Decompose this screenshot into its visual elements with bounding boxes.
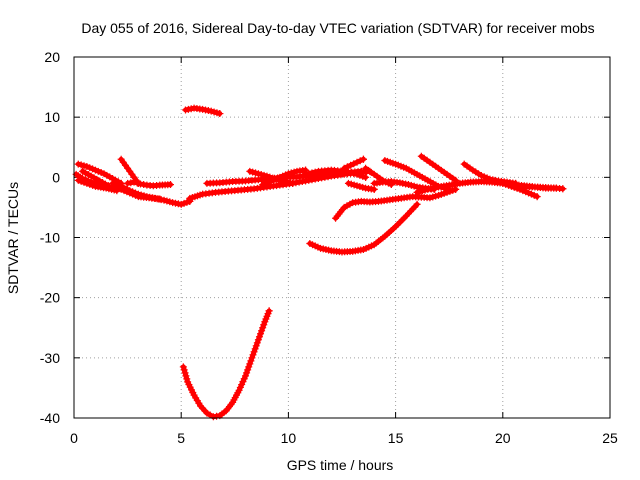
data-point: [255, 333, 263, 341]
y-tick-label: 20: [44, 49, 60, 65]
data-point: [181, 369, 189, 377]
data-point: [243, 369, 251, 377]
data-point: [359, 155, 367, 163]
data-point: [311, 168, 319, 176]
data-point: [258, 327, 266, 335]
data-point: [362, 173, 370, 181]
data-point: [216, 110, 224, 118]
y-tick-label: 10: [44, 109, 60, 125]
series-arc-12: [259, 166, 310, 189]
data-point: [156, 195, 164, 203]
data-point: [370, 185, 378, 193]
grid-lines: [74, 57, 610, 418]
data-point: [356, 157, 364, 165]
data-point: [133, 179, 141, 187]
data-point: [127, 179, 135, 187]
data-point: [298, 178, 306, 186]
data-point: [242, 372, 250, 380]
data-point: [353, 158, 361, 166]
y-tick-label: -10: [40, 230, 60, 246]
y-tick-labels: -40 -30 -20 -10 0 10 20: [40, 49, 60, 426]
data-point: [130, 178, 138, 186]
x-tick-label: 10: [281, 430, 297, 446]
data-point: [302, 170, 310, 178]
data-point: [104, 182, 112, 190]
data-point: [244, 366, 252, 374]
data-point: [295, 178, 303, 186]
chart-title: Day 055 of 2016, Sidereal Day-to-day VTE…: [81, 20, 594, 36]
data-point: [343, 163, 351, 171]
data-point: [136, 180, 144, 188]
data-point: [183, 375, 191, 383]
series-arc-14: [340, 155, 367, 172]
data-point: [265, 307, 273, 315]
y-tick-label: -30: [40, 350, 60, 366]
data-point: [248, 354, 256, 362]
data-point: [213, 412, 221, 420]
series-arc-16: [344, 179, 378, 193]
data-point: [350, 160, 358, 168]
data-point: [350, 170, 358, 178]
data-point: [533, 193, 541, 201]
data-point: [246, 360, 254, 368]
series-arc-22: [499, 179, 541, 201]
y-axis-label: SDTVAR / TECUs: [5, 182, 21, 294]
data-point: [249, 351, 257, 359]
plot-frame: [73, 56, 611, 419]
y-tick-label: -20: [40, 290, 60, 306]
data-point: [180, 366, 188, 374]
data-point: [452, 185, 460, 193]
data-point: [252, 342, 260, 350]
data-point: [289, 179, 297, 187]
data-point: [347, 161, 355, 169]
data-point: [260, 321, 268, 329]
series-arc-01: [74, 160, 125, 187]
series-line: [80, 168, 111, 189]
data-point: [340, 164, 348, 172]
data-point: [209, 413, 217, 421]
data-point: [302, 177, 310, 185]
series-arc-06: [124, 178, 174, 190]
data-point: [413, 200, 421, 208]
data-point: [347, 169, 355, 177]
data-point: [124, 179, 132, 187]
x-tick-label: 5: [177, 430, 185, 446]
series-arc-26: [179, 307, 273, 421]
data-point: [305, 170, 313, 178]
x-axis-label: GPS time / hours: [287, 457, 394, 473]
x-tick-label: 20: [495, 430, 511, 446]
series-arc-08: [181, 104, 224, 118]
series-arc-25: [306, 200, 421, 256]
data-point: [559, 185, 567, 193]
data-point: [166, 181, 174, 189]
data-point: [140, 181, 148, 189]
data-point: [250, 348, 258, 356]
series-arc-23: [520, 182, 567, 193]
y-tick-label: 0: [52, 169, 60, 185]
x-tick-labels: 0 5 10 15 20 25: [70, 430, 618, 446]
data-point: [308, 169, 316, 177]
series-arc-13: [302, 166, 370, 181]
x-tick-label: 25: [602, 430, 618, 446]
data-point: [257, 330, 265, 338]
x-tick-label: 15: [388, 430, 404, 446]
data-point: [251, 345, 259, 353]
data-point: [182, 372, 190, 380]
data-layer: [72, 104, 567, 421]
y-tick-label: -40: [40, 410, 60, 426]
series-arc-27: [79, 167, 112, 190]
series-arc-24: [332, 185, 460, 222]
data-point: [253, 339, 261, 347]
data-point: [179, 363, 187, 371]
data-point: [254, 336, 262, 344]
series-arc-07: [117, 185, 164, 203]
data-point: [245, 363, 253, 371]
data-point: [259, 324, 267, 332]
series-arc-03: [74, 176, 121, 195]
x-tick-label: 0: [70, 430, 78, 446]
data-point: [247, 357, 255, 365]
